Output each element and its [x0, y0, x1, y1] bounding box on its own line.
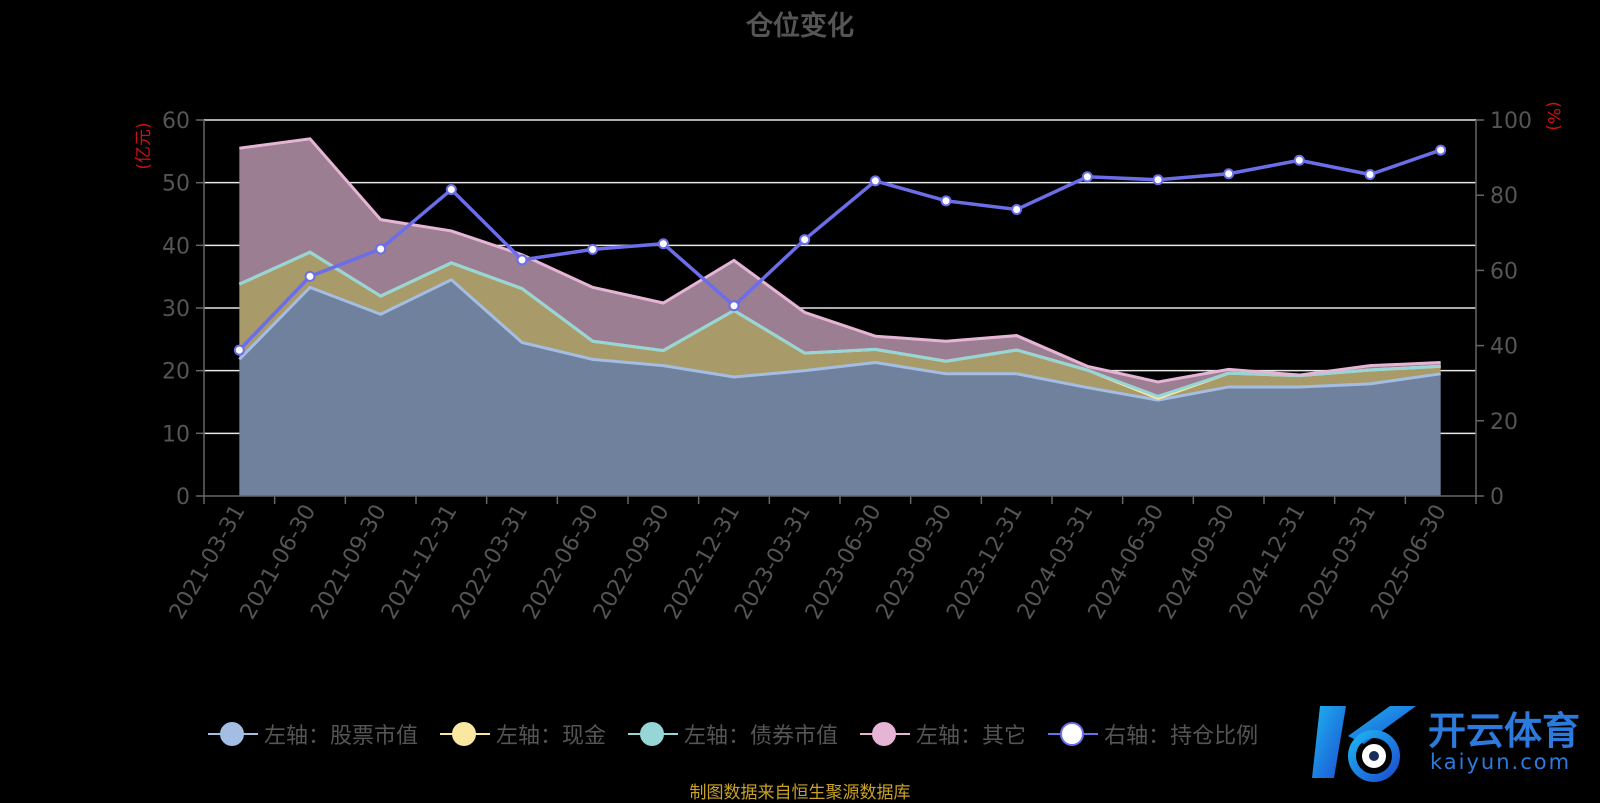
left-tick-label: 0 [176, 485, 190, 510]
position-ratio-point [1223, 168, 1235, 180]
area-series-line-0 [238, 278, 1441, 402]
legend-item-position-ratio[interactable]: 右轴：持仓比例 [1048, 718, 1258, 750]
position-ratio-point [587, 243, 599, 255]
x-tick-label: 2024-12-31 [1225, 501, 1311, 624]
position-ratio-point [1293, 154, 1305, 166]
position-ratio-point [799, 234, 811, 246]
x-tick-label: 2023-06-30 [801, 501, 887, 624]
legend-label: 左轴：股票市值 [264, 724, 419, 749]
right-tick-label: 40 [1490, 335, 1518, 360]
x-tick-label: 2022-03-31 [448, 501, 534, 624]
legend-marker-icon [628, 719, 679, 749]
left-tick-label: 40 [162, 234, 190, 259]
watermark-brand: 开云体育 [1428, 709, 1581, 753]
right-tick-label: 60 [1490, 259, 1518, 284]
left-tick-label: 60 [162, 109, 190, 134]
right-axis-title: (%) [1543, 101, 1563, 130]
legend-label: 左轴：现金 [496, 724, 607, 749]
left-tick-label: 50 [162, 172, 190, 197]
kaiyun-logo-icon [1312, 706, 1416, 782]
legend-label: 左轴：其它 [916, 724, 1027, 749]
legend-item-bond[interactable]: 左轴：债券市值 [628, 718, 838, 750]
x-tick-label: 2025-06-30 [1366, 501, 1452, 624]
area-series-0 [239, 279, 1441, 496]
legend-marker-icon [208, 719, 258, 749]
x-tick-label: 2022-12-31 [660, 501, 746, 624]
position-ratio-point [728, 300, 740, 312]
position-ratio-point [1435, 144, 1447, 156]
x-tick-label: 2022-09-30 [589, 501, 675, 624]
position-ratio-point [869, 175, 881, 187]
x-tick-label: 2024-09-30 [1154, 501, 1240, 624]
legend-item-stock[interactable]: 左轴：股票市值 [208, 718, 418, 750]
position-ratio-point [1081, 171, 1093, 183]
data-source-footer: 制图数据来自恒生聚源数据库 [689, 783, 911, 803]
position-ratio-point [1152, 174, 1164, 186]
area-series-line-3 [239, 137, 1441, 384]
x-tick-label: 2023-12-31 [942, 501, 1028, 624]
x-tick-label: 2023-09-30 [872, 501, 958, 624]
left-axis-title: (亿元) [134, 122, 154, 169]
watermark-domain: kaiyun.com [1430, 750, 1572, 774]
position-ratio-point [940, 195, 952, 207]
legend-marker-icon [860, 719, 911, 749]
left-tick-label: 20 [162, 360, 190, 385]
x-tick-label: 2021-09-30 [306, 501, 392, 624]
x-tick-label: 2025-03-31 [1296, 501, 1382, 624]
position-ratio-point [1011, 203, 1023, 215]
x-tick-label: 2023-03-31 [730, 501, 816, 624]
left-tick-label: 10 [162, 422, 190, 447]
x-tick-label: 2024-06-30 [1084, 501, 1170, 624]
position-ratio-point [375, 243, 387, 255]
legend-marker-icon [440, 719, 491, 749]
chart-legend: 左轴：股票市值 左轴：现金 左轴：债券市值 左轴：其它 右轴：持仓比例 [208, 718, 1280, 750]
position-ratio-line [238, 148, 1442, 352]
x-tick-label: 2021-03-31 [165, 501, 251, 624]
position-ratio-point [304, 270, 316, 282]
legend-marker-icon [1048, 719, 1099, 749]
legend-item-other[interactable]: 左轴：其它 [860, 718, 1026, 750]
area-series-line-2 [238, 250, 1441, 398]
position-ratio-point [657, 238, 669, 250]
kaiyun-watermark: 开云体育 kaiyun.com [1312, 700, 1594, 784]
position-ratio-point [445, 184, 457, 196]
x-tick-label: 2021-12-31 [377, 501, 463, 624]
x-tick-label: 2024-03-31 [1013, 501, 1099, 624]
chart-title: 仓位变化 [746, 11, 854, 42]
position-ratio-point [1364, 169, 1376, 181]
right-tick-label: 0 [1490, 485, 1504, 510]
right-tick-label: 20 [1490, 410, 1518, 435]
right-tick-label: 80 [1490, 184, 1518, 209]
right-tick-label: 100 [1490, 109, 1532, 134]
x-tick-label: 2021-06-30 [236, 501, 322, 624]
legend-item-cash[interactable]: 左轴：现金 [440, 718, 606, 750]
x-tick-label: 2022-06-30 [518, 501, 604, 624]
position-ratio-point [516, 254, 528, 266]
legend-label: 左轴：债券市值 [684, 724, 839, 749]
position-ratio-point [233, 344, 245, 356]
area-series-3 [239, 138, 1441, 397]
legend-label: 右轴：持仓比例 [1104, 724, 1259, 749]
left-tick-label: 30 [162, 297, 190, 322]
